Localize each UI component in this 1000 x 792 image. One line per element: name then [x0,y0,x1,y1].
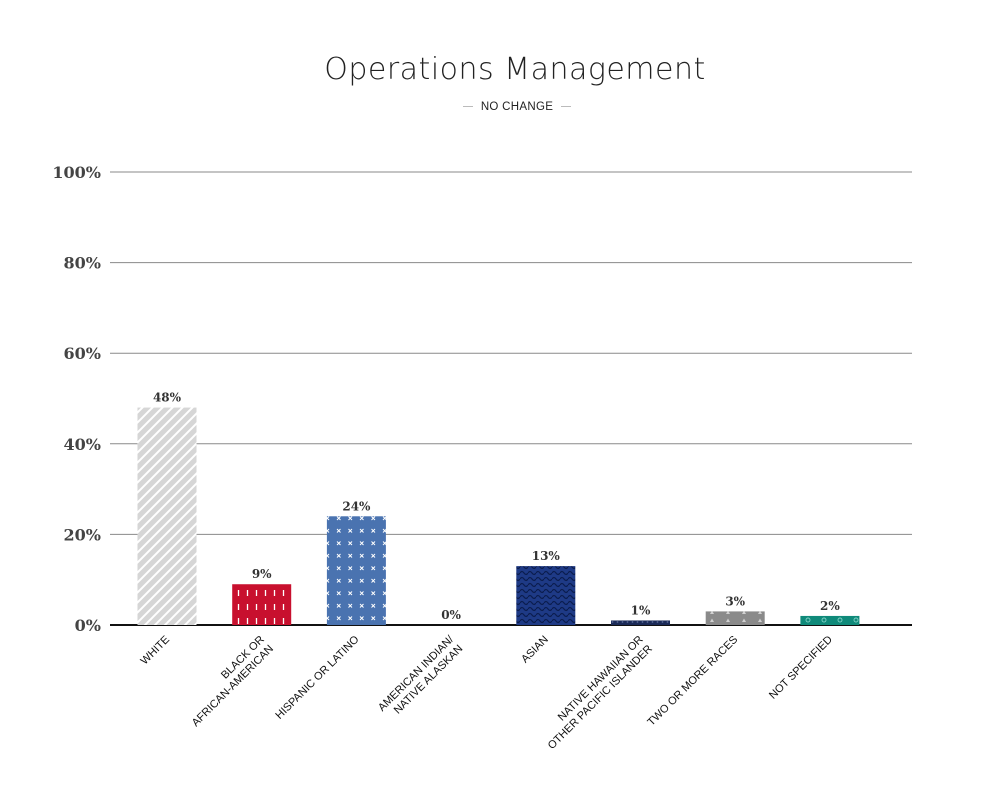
x-tick-label: TWO OR MORE RACES [645,634,740,729]
subtitle-dash-right [561,106,572,108]
x-tick-label-line: HISPANIC OR LATINO [273,633,361,721]
y-tick-label: 80% [64,254,101,273]
x-tick-label: ASIAN [519,634,551,666]
bar [137,407,197,625]
bar [326,516,386,625]
bar-value-label: 3% [725,594,745,608]
bar-value-label: 2% [820,599,840,613]
x-tick-label-line: NATIVE HAWAIIAN OR [556,634,646,724]
x-tick-label: WHITE [139,634,173,668]
x-tick-label: NOT SPECIFIED [767,634,835,702]
x-tick-label-line: TWO OR MORE RACES [645,634,740,729]
bar-value-label: 0% [441,608,461,622]
x-tick-label-line: NOT SPECIFIED [767,634,835,702]
y-tick-label: 60% [64,344,101,363]
y-tick-label: 0% [75,616,101,635]
bar [611,620,670,625]
bar-value-label: 9% [252,567,272,581]
x-tick-label: AMERICAN INDIAN/NATIVE ALASKAN [376,633,465,716]
x-tick-label-line: WHITE [139,634,173,668]
chart-title: Operations Management [324,52,706,87]
bar-value-label: 13% [532,549,561,563]
subtitle-text: NO CHANGE [480,101,554,113]
chart-subtitle: NO CHANGE [0,101,1000,113]
y-tick-label: 20% [64,525,101,544]
bar-value-label: 24% [342,499,371,513]
x-tick-label-line: ASIAN [519,634,551,666]
bar-value-label: 1% [631,603,651,617]
y-tick-label: 100% [52,163,101,182]
x-tick-label: HISPANIC OR LATINO [273,633,361,721]
bar-value-label: 48% [153,391,182,405]
subtitle-dash-left [462,106,473,108]
x-tick-label-line: AFRICAN-AMERICAN [190,643,276,729]
x-tick-label-line: AMERICAN INDIAN/ [376,633,457,714]
bar [232,584,292,625]
bar [800,615,860,625]
x-tick-label-line: OTHER PACIFIC ISLANDER [546,643,655,752]
y-tick-label: 40% [64,435,101,454]
bar [705,611,765,625]
bar [516,566,576,625]
